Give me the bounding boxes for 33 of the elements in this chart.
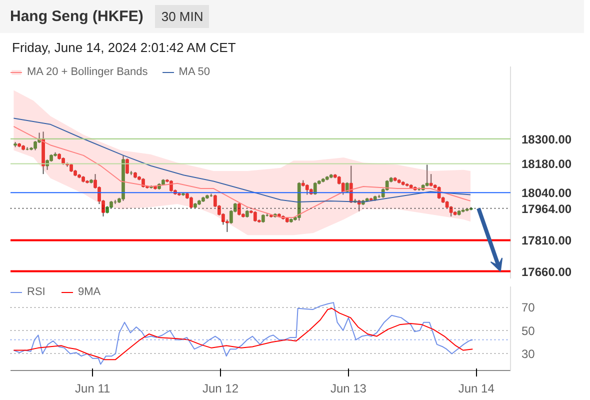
ref-line-label: 18300.00 [522,132,572,146]
line-series [13,308,474,360]
ref-line-label: 18180.00 [522,157,572,172]
legend-label: 9MA [78,286,101,298]
candlestick [237,202,241,216]
text: 30 MIN [155,5,210,28]
legend-label: RSI [27,286,46,298]
candlestick [253,210,257,222]
chart-subtitle: Friday, June 14, 2024 2:01:42 AM CET [11,39,237,58]
ref-line-label: 18040.00 [522,186,572,200]
candlestick [449,206,453,217]
y-tick-label: 30 [522,347,536,362]
ref-line-label: 17964.00 [522,202,572,216]
chart-title: Hang Seng (HKFE) [10,8,144,25]
candlestick [34,140,37,151]
x-tick-label: Jun 14 [458,382,495,396]
candlestick [190,196,193,209]
candlestick [313,182,317,196]
legend-label: MA 50 [178,66,210,78]
candlestick [46,159,49,170]
candlestick [170,180,173,192]
x-tick-label: Jun 12 [202,382,239,396]
candlestick [425,164,429,187]
ref-line-label: 17660.00 [522,264,572,279]
x-tick-label: Jun 13 [330,382,367,396]
legend-label: MA 20 + Bollinger Bands [27,66,148,78]
candlestick [429,174,433,187]
candlestick [305,184,309,196]
ref-line-label: 17810.00 [522,234,572,248]
y-tick-label: 70 [522,300,536,315]
y-tick-label: 50 [522,324,536,338]
candlestick [126,158,129,175]
x-tick-label: Jun 11 [75,382,110,396]
